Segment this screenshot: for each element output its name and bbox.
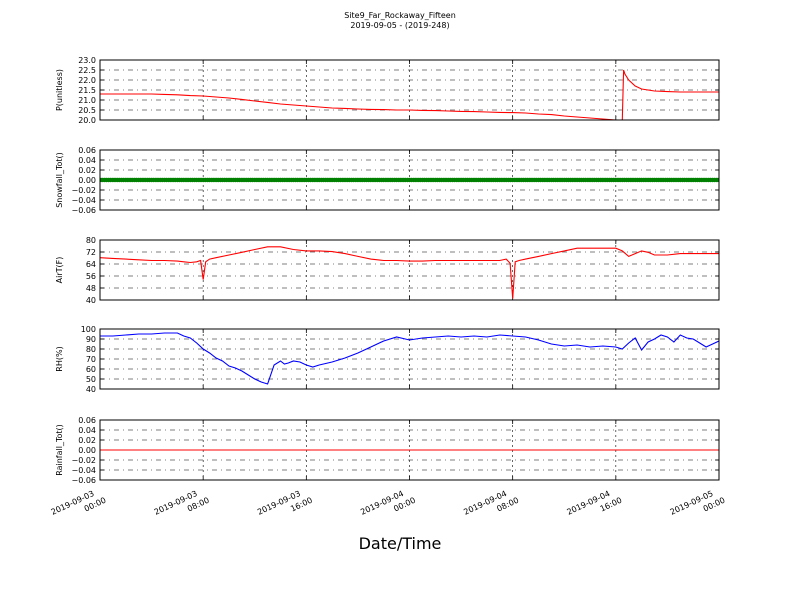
y-tick-label: −0.06	[71, 476, 96, 485]
y-tick-label: 100	[81, 325, 96, 334]
y-tick-label: −0.04	[71, 466, 96, 475]
x-tick-label: 2019-09-0400:00	[359, 486, 417, 527]
y-tick-label: 90	[86, 335, 96, 344]
y-tick-label: 0.06	[78, 146, 96, 155]
chart-subtitle: 2019-09-05 - (2019-248)	[350, 21, 450, 30]
y-tick-label: 80	[86, 345, 96, 354]
y-tick-label: 0.00	[78, 176, 96, 185]
y-tick-label: 0.02	[78, 166, 96, 175]
y-tick-label: −0.02	[71, 456, 96, 465]
series-line-3	[100, 246, 719, 299]
y-tick-label: 48	[86, 284, 96, 293]
x-tick-label: 2019-09-0500:00	[669, 486, 727, 527]
y-tick-label: 20.0	[78, 116, 96, 125]
y-tick-label: 0.04	[78, 156, 96, 165]
y-tick-label: 23.0	[78, 56, 96, 65]
y-tick-label: 0.06	[78, 416, 96, 425]
panel-frame	[99, 59, 720, 121]
y-tick-label: −0.02	[71, 186, 96, 195]
y-tick-label: 56	[86, 272, 96, 281]
chart-title: Site9_Far_Rockaway_Fifteen	[344, 11, 456, 20]
series-line-1	[100, 69, 719, 120]
data-point	[716, 177, 719, 183]
y-tick-label: 22.5	[78, 66, 96, 75]
y-tick-label: 72	[86, 248, 96, 257]
y-tick-label: −0.04	[71, 196, 96, 205]
panel-frame	[99, 239, 720, 301]
x-tick-label: 2019-09-0300:00	[50, 486, 108, 527]
y-tick-label: 0.04	[78, 426, 96, 435]
y-tick-label: −0.06	[71, 206, 96, 215]
y-tick-label: 50	[86, 375, 96, 384]
x-tick-label: 2019-09-0408:00	[462, 486, 520, 527]
y-axis-label: Snowfall_Tot()	[55, 152, 64, 208]
y-axis-label: RH(%)	[55, 346, 64, 371]
y-tick-label: 20.5	[78, 106, 96, 115]
y-tick-label: 60	[86, 365, 96, 374]
y-tick-label: 21.0	[78, 96, 96, 105]
x-axis-label: Date/Time	[358, 534, 442, 553]
x-tick-label: 2019-09-0316:00	[256, 486, 314, 527]
panel-frame	[99, 419, 720, 481]
y-tick-label: 21.5	[78, 86, 96, 95]
panel-frame	[99, 328, 720, 390]
y-tick-label: 80	[86, 236, 96, 245]
y-axis-label: P(unitless)	[55, 69, 64, 111]
y-axis-label: Rainfall_Tot()	[55, 424, 64, 476]
series-line-4	[100, 332, 719, 385]
panel-5: 0.060.040.020.00−0.02−0.04−0.06 Rainfall_…	[55, 416, 720, 485]
panel-1: 23.022.522.021.521.020.520.0 P(unitless)	[55, 56, 720, 125]
y-tick-label: 40	[86, 296, 96, 305]
x-tick-label: 2019-09-0416:00	[565, 486, 623, 527]
y-axis-label: AirT(F)	[55, 257, 64, 284]
y-tick-label: 70	[86, 355, 96, 364]
panel-frame	[99, 149, 720, 211]
y-tick-label: 0.00	[78, 446, 96, 455]
y-tick-label: 0.02	[78, 436, 96, 445]
y-tick-label: 22.0	[78, 76, 96, 85]
x-tick-label: 2019-09-0308:00	[153, 486, 211, 527]
panel-3: 80 72 64 56 48 40 AirT(F)	[55, 236, 720, 305]
y-tick-label: 40	[86, 385, 96, 394]
y-tick-label: 64	[86, 260, 96, 269]
series-markers	[100, 177, 719, 183]
panel-2: 0.060.040.020.00−0.02−0.04−0.06 Snowfall_…	[55, 146, 720, 215]
